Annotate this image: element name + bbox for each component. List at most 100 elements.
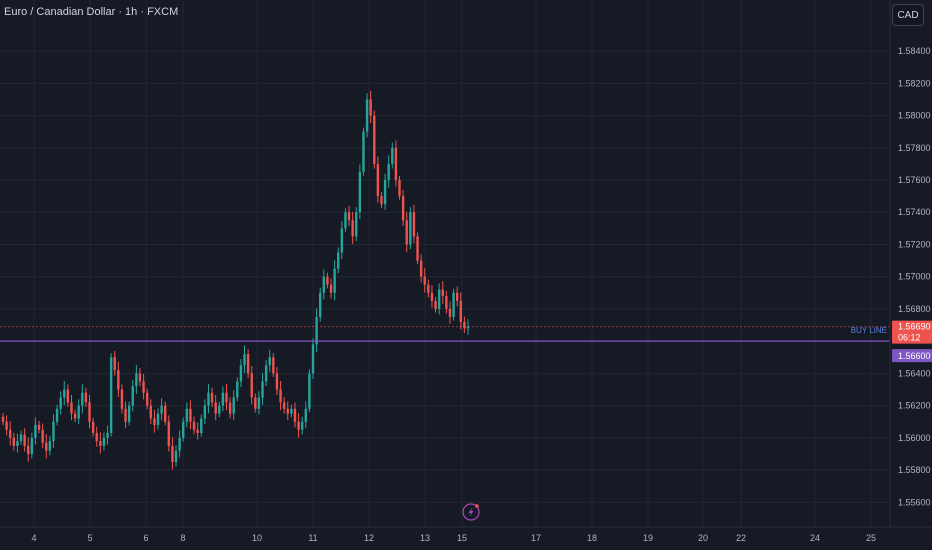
symbol-title[interactable]: Euro / Canadian Dollar · 1h · FXCM (4, 6, 179, 18)
candle-body (99, 441, 102, 446)
candle-body (441, 289, 444, 297)
candle-body (304, 408, 307, 422)
time-tick-label: 4 (31, 533, 36, 543)
buy-line-label: BUY LINE (851, 326, 887, 335)
candle-body (373, 115, 376, 164)
candle-body (459, 300, 462, 322)
price-tick-label: 1.56400 (898, 368, 931, 378)
candle-body (135, 373, 138, 387)
time-tick-label: 24 (810, 533, 820, 543)
candle-body (376, 163, 380, 197)
candle-body (282, 402, 286, 409)
candle-body (9, 429, 12, 438)
buy-line-price-badge: 1.56600 (892, 349, 932, 363)
candle-body (362, 131, 365, 172)
candle-body (218, 405, 221, 414)
price-tick-label: 1.57400 (898, 207, 931, 217)
time-tick-label: 22 (736, 533, 746, 543)
buy-line-price-badge-bg (892, 349, 932, 363)
candle-body (416, 236, 419, 261)
time-tick-label: 5 (87, 533, 92, 543)
candle-body (156, 413, 160, 425)
candle-body (351, 220, 354, 237)
candle-body (145, 392, 149, 406)
candle-body (398, 180, 401, 197)
candle-body (257, 397, 261, 409)
price-tick-label: 1.58200 (898, 78, 931, 88)
time-tick-label: 19 (643, 533, 653, 543)
candle-body (221, 392, 225, 406)
candle-body (200, 418, 203, 433)
price-tick-label: 1.56000 (898, 433, 931, 443)
price-axis-panel[interactable] (890, 0, 932, 527)
currency-button[interactable]: CAD (892, 4, 924, 26)
candle-body (322, 276, 326, 293)
price-tick-label: 1.57200 (898, 239, 931, 249)
candle-body (261, 381, 264, 398)
candle-body (45, 442, 48, 451)
candle-body (174, 450, 178, 462)
candle-body (272, 357, 275, 374)
candle-body (27, 445, 30, 454)
candle-series (1, 90, 470, 470)
lightning-bolt-icon[interactable] (462, 503, 480, 521)
candle-body (401, 196, 405, 221)
candle-body (127, 405, 131, 422)
candle-body (63, 389, 66, 398)
candle-body (117, 370, 120, 390)
candle-body (153, 418, 156, 425)
candle-body (297, 421, 300, 430)
candle-body (405, 220, 408, 245)
candle-body (189, 408, 192, 422)
candle-body (380, 196, 383, 205)
candle-body (279, 389, 282, 403)
candle-body (149, 405, 152, 419)
candle-body (319, 292, 322, 317)
time-axis-ticks: 4 5 6 8 10 11 12 13 15 17 18 19 20 22 24 25 (31, 533, 876, 543)
candle-countdown: 06:12 (898, 333, 921, 343)
candle-body (192, 421, 196, 430)
candle-body (95, 432, 98, 442)
time-tick-label: 11 (308, 533, 317, 543)
grid-lines (0, 0, 890, 527)
candle-body (185, 408, 189, 422)
candle-body (275, 373, 279, 390)
candle-body (41, 429, 44, 443)
candle-body (383, 180, 387, 205)
candle-body (37, 424, 41, 430)
candle-body (30, 437, 34, 454)
candle-body (286, 408, 289, 414)
candle-body (109, 357, 113, 433)
candle-body (138, 373, 142, 382)
candle-body (59, 397, 62, 409)
candle-body (81, 392, 84, 406)
candle-body (430, 292, 434, 301)
candle-body (113, 357, 116, 371)
candle-body (365, 99, 369, 132)
candle-body (167, 421, 171, 446)
candle-body (369, 99, 372, 116)
candle-body (412, 212, 416, 237)
candle-body (290, 408, 293, 414)
candle-body (394, 147, 398, 181)
candle-body (333, 268, 336, 293)
candle-body (52, 421, 55, 442)
candle-body (337, 252, 340, 269)
candle-body (268, 357, 271, 366)
price-tick-label: 1.56200 (898, 401, 931, 411)
candle-body (171, 445, 174, 462)
candle-body (308, 373, 311, 409)
candle-body (463, 321, 466, 329)
price-tick-label: 1.57800 (898, 143, 931, 153)
candle-body (142, 381, 145, 393)
price-tick-label: 1.56800 (898, 304, 931, 314)
time-tick-label: 12 (364, 533, 374, 543)
candle-body (77, 405, 80, 419)
price-tick-label: 1.55800 (898, 465, 931, 475)
time-tick-label: 15 (457, 533, 467, 543)
candle-body (423, 276, 426, 285)
candle-body (264, 365, 268, 382)
price-tick-label: 1.57000 (898, 272, 931, 282)
